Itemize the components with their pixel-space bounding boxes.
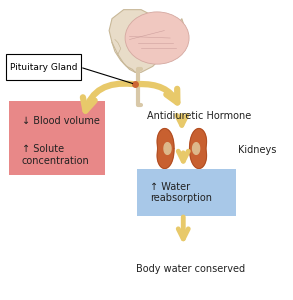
FancyBboxPatch shape <box>9 101 105 176</box>
Text: ↓ Blood volume: ↓ Blood volume <box>22 116 100 126</box>
FancyBboxPatch shape <box>137 169 236 216</box>
Polygon shape <box>190 129 207 168</box>
Text: Body water conserved: Body water conserved <box>136 264 245 274</box>
Polygon shape <box>193 143 200 154</box>
Polygon shape <box>164 143 171 154</box>
Ellipse shape <box>125 12 189 64</box>
Polygon shape <box>157 129 174 168</box>
Text: Kidneys: Kidneys <box>238 145 277 155</box>
FancyBboxPatch shape <box>6 54 81 80</box>
Text: ↑ Solute
concentration: ↑ Solute concentration <box>22 144 90 166</box>
Text: ↑ Water
reabsorption: ↑ Water reabsorption <box>150 182 212 203</box>
Polygon shape <box>109 10 185 72</box>
Text: Pituitary Gland: Pituitary Gland <box>10 63 77 72</box>
Text: Antidiuretic Hormone: Antidiuretic Hormone <box>147 111 251 121</box>
